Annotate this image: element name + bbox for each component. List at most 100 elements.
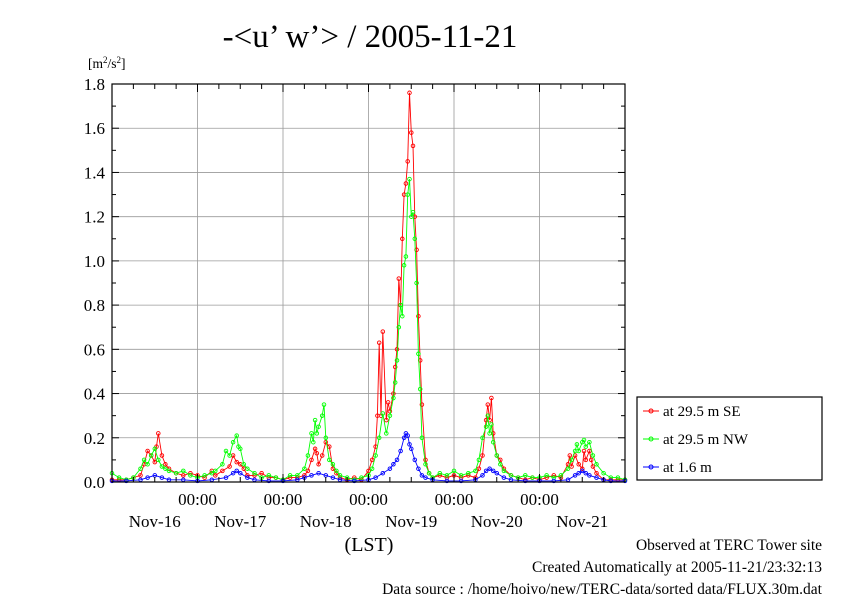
data-point <box>373 475 378 480</box>
data-point <box>583 444 589 449</box>
data-point <box>423 462 428 467</box>
data-point <box>116 475 122 480</box>
grid-lines <box>112 84 625 482</box>
data-point <box>576 462 581 467</box>
data-point <box>327 457 332 463</box>
x-tick-label-time: 00:00 <box>520 490 559 509</box>
data-point <box>323 435 329 441</box>
data-point <box>330 475 336 480</box>
data-point <box>152 446 158 452</box>
data-point <box>398 302 403 308</box>
data-point <box>376 435 382 441</box>
data-point <box>392 364 398 370</box>
data-point <box>466 470 471 476</box>
data-point <box>220 468 225 474</box>
data-point <box>181 468 186 474</box>
data-point <box>580 468 585 474</box>
data-point <box>401 263 407 268</box>
x-axis-ticks: 00:00 00:00 00:00 00:00 00:00 Nov-16 Nov-17 Nov… <box>111 84 626 531</box>
data-point <box>316 462 321 467</box>
data-point <box>163 462 168 467</box>
data-point <box>407 90 412 96</box>
data-point <box>581 437 587 443</box>
data-point <box>145 475 150 480</box>
data-point <box>309 473 314 478</box>
y-tick-label: 1.2 <box>84 208 105 227</box>
data-point <box>305 453 311 458</box>
data-point <box>188 473 193 478</box>
data-point <box>590 464 596 469</box>
data-point <box>494 470 500 476</box>
legend-marker <box>648 436 654 442</box>
data-point <box>259 470 264 476</box>
data-point <box>494 453 500 458</box>
data-point <box>419 435 425 441</box>
data-point <box>396 276 402 281</box>
data-point <box>159 464 165 469</box>
data-point <box>209 470 215 476</box>
data-point <box>156 431 161 436</box>
data-point <box>359 475 364 480</box>
data-point <box>487 431 492 436</box>
data-point <box>417 386 423 392</box>
data-point <box>410 209 416 215</box>
legend-label: at 29.5 m NW <box>663 432 749 448</box>
legend: at 29.5 m SE at 29.5 m NW at 1.6 m <box>636 396 823 481</box>
data-point <box>227 453 232 458</box>
legend-box <box>636 396 823 481</box>
data-point <box>480 435 485 441</box>
data-point <box>230 470 236 476</box>
data-point <box>489 395 494 401</box>
data-point <box>234 433 239 438</box>
data-point <box>380 411 386 416</box>
y-axis-unit: [m2/s2] <box>88 55 126 71</box>
data-point <box>437 470 443 476</box>
legend-label: at 29.5 m SE <box>663 404 741 420</box>
data-point <box>319 453 325 458</box>
data-point <box>588 457 594 463</box>
data-point <box>426 470 432 476</box>
data-point <box>501 475 507 480</box>
data-point <box>230 439 236 445</box>
y-tick-label: 1.4 <box>84 163 106 182</box>
data-point <box>369 466 375 471</box>
data-point <box>380 470 386 476</box>
y-tick-label: 0.4 <box>84 385 106 404</box>
data-point <box>252 470 257 476</box>
data-point <box>581 448 587 454</box>
data-point <box>366 468 371 474</box>
data-point <box>412 236 418 242</box>
data-point <box>444 473 450 478</box>
data-point <box>295 473 300 478</box>
data-point <box>266 478 272 484</box>
data-point <box>615 475 621 480</box>
data-point <box>314 431 320 436</box>
data-point <box>401 435 407 441</box>
data-point <box>587 439 592 445</box>
data-point <box>574 442 580 447</box>
data-point <box>148 453 154 458</box>
data-point <box>391 395 396 401</box>
data-point <box>403 254 409 259</box>
footer-source: Data source : /home/hoivo/new/TERC-data/… <box>382 581 823 595</box>
data-point <box>145 462 150 467</box>
data-point <box>384 417 389 423</box>
data-point <box>451 468 457 474</box>
data-point <box>159 453 165 458</box>
x-tick-label-day: Nov-17 <box>214 512 266 531</box>
x-tick-label-time: 00:00 <box>178 490 217 509</box>
data-point <box>551 478 557 484</box>
data-point <box>396 324 402 330</box>
x-tick-label-day: Nov-16 <box>129 512 181 531</box>
y-axis-ticks: 0.0 0.2 0.4 0.6 0.8 1.0 1.2 1.4 1.6 1.8 <box>84 75 625 492</box>
legend-label: at 1.6 m <box>663 460 712 476</box>
data-point <box>544 473 549 478</box>
x-tick-label-time: 00:00 <box>264 490 303 509</box>
data-point <box>530 475 535 480</box>
data-point <box>485 413 491 418</box>
data-point <box>569 464 574 469</box>
data-point <box>569 457 574 463</box>
data-point <box>405 159 410 164</box>
data-point <box>166 468 172 474</box>
